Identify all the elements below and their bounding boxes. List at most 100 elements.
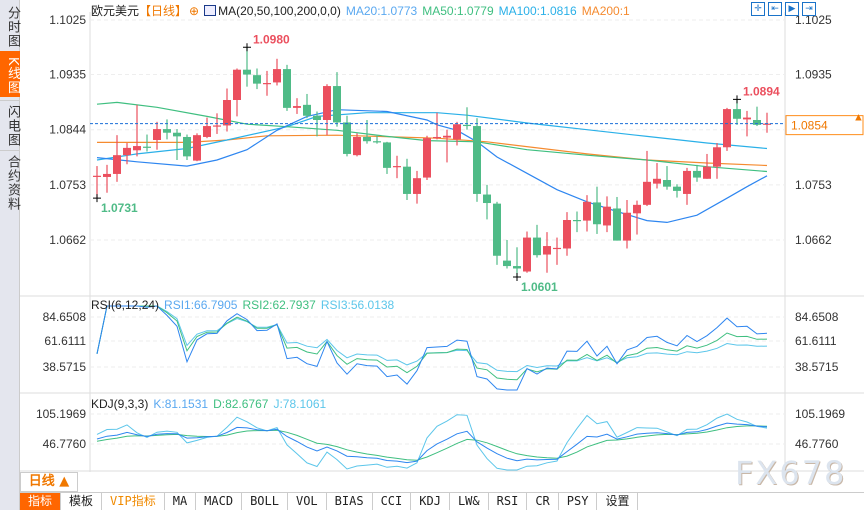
- candle-down: [313, 115, 321, 120]
- tab-6[interactable]: VOL: [288, 493, 327, 510]
- candle-down: [163, 129, 171, 133]
- candle-up: [123, 147, 131, 156]
- candle-down: [473, 126, 481, 194]
- tab-4[interactable]: MACD: [196, 493, 243, 510]
- candle-down: [733, 109, 741, 119]
- candle-down: [363, 136, 371, 142]
- sidebar-tab-contract-info[interactable]: 合约资料: [0, 150, 20, 212]
- current-price-box: [785, 115, 864, 136]
- candle-up: [453, 124, 461, 140]
- goto-end-icon[interactable]: ⇥: [802, 2, 816, 16]
- candle-up: [653, 178, 661, 184]
- indicator-icon[interactable]: [204, 5, 217, 16]
- rsi1-value: RSI1:66.7905: [164, 298, 238, 312]
- extreme-marker: [93, 194, 101, 203]
- kdj-tick-right: 105.1969: [795, 407, 845, 421]
- candle-down: [373, 141, 381, 143]
- rsi2-value: RSI2:62.7937: [242, 298, 316, 312]
- kdj-d-value: D:82.6767: [213, 397, 269, 411]
- candle-up: [113, 155, 121, 174]
- candle-up: [743, 117, 751, 120]
- candle-down: [663, 180, 671, 187]
- tab-8[interactable]: CCI: [373, 493, 412, 510]
- candle-down: [243, 69, 251, 75]
- kdj-tick-left: 105.1969: [36, 407, 86, 421]
- kdj-legend: KDJ(9,3,3) K:81.1531 D:82.6767 J:78.1061: [91, 397, 331, 411]
- candle-down: [183, 136, 191, 157]
- current-price-arrow-icon: ▲: [853, 112, 864, 124]
- ma50-value: MA50:1.0779: [422, 4, 494, 18]
- candle-down: [403, 166, 411, 194]
- rsi-tick-left: 38.5715: [43, 360, 87, 374]
- kdj-tick-right: 46.7760: [795, 437, 839, 451]
- candle-down: [283, 69, 291, 108]
- price-tick-right: 1.1025: [795, 13, 832, 27]
- candle-down: [753, 120, 761, 125]
- extreme-marker: [243, 43, 251, 52]
- tab-13[interactable]: PSY: [559, 493, 598, 510]
- candle-up: [273, 69, 281, 83]
- tab-14[interactable]: 设置: [597, 493, 639, 510]
- fit-left-icon[interactable]: ⇤: [768, 2, 782, 16]
- candle-up: [553, 247, 561, 250]
- extreme-marker: [513, 272, 521, 281]
- candle-up: [583, 201, 591, 221]
- candle-up: [423, 138, 431, 178]
- fit-right-icon[interactable]: ▶: [785, 2, 799, 16]
- candle-down: [253, 75, 261, 84]
- price-tick-left: 1.0844: [49, 123, 86, 137]
- tab-2[interactable]: VIP指标: [102, 493, 165, 510]
- tab-12[interactable]: CR: [527, 493, 559, 510]
- add-icon[interactable]: ⊕: [189, 4, 200, 18]
- candle-up: [213, 125, 221, 127]
- crosshair-icon[interactable]: ✛: [751, 2, 765, 16]
- ma100-value: MA100:1.0816: [498, 4, 577, 18]
- candle-up: [323, 86, 331, 120]
- sidebar-tab-flash[interactable]: 闪电图: [0, 100, 20, 148]
- candle-up: [133, 146, 141, 151]
- chart-toolbar: ✛ ⇤ ▶ ⇥: [751, 2, 816, 16]
- rsi1-line: [96, 305, 768, 391]
- tab-1[interactable]: 模板: [61, 493, 103, 510]
- tab-9[interactable]: KDJ: [411, 493, 450, 510]
- symbol-name: 欧元美元: [91, 4, 140, 18]
- tab-7[interactable]: BIAS: [327, 493, 373, 510]
- candle-up: [723, 109, 731, 148]
- tab-11[interactable]: RSI: [489, 493, 528, 510]
- current-price-label: 1.0854: [791, 119, 828, 133]
- candle-down: [693, 170, 701, 178]
- candle-up: [413, 178, 421, 194]
- kdj-tick-left: 46.7760: [43, 437, 87, 451]
- rsi-legend: RSI(6,12,24) RSI1:66.7905 RSI2:62.7937 RSI3…: [91, 298, 399, 312]
- ma20-line: [96, 109, 768, 224]
- ma20-value: MA20:1.0773: [345, 4, 418, 18]
- tab-10[interactable]: LW&: [450, 493, 489, 510]
- candle-up: [443, 135, 451, 138]
- tab-5[interactable]: BOLL: [242, 493, 288, 510]
- candle-down: [673, 186, 681, 191]
- candle-up: [523, 237, 531, 272]
- kdj-j-value: J:78.1061: [273, 397, 327, 411]
- tab-3[interactable]: MA: [165, 493, 197, 510]
- candle-up: [563, 220, 571, 249]
- sidebar: 分时图 K线图 闪电图 合约资料: [0, 0, 20, 510]
- kline-chart[interactable]: 1.1025 1.1025 1.0935 1.0935 1.0844 1.0753 1.07…: [20, 0, 864, 472]
- candle-down: [343, 122, 351, 154]
- ma50-line: [96, 101, 768, 173]
- sidebar-tab-timeshare[interactable]: 分时图: [5, 5, 20, 48]
- tab-0[interactable]: 指标: [20, 493, 62, 510]
- candle-down: [463, 124, 471, 127]
- kdj-k-value: K:81.1531: [153, 397, 209, 411]
- period-tag: 【日线】: [139, 4, 188, 18]
- sidebar-tab-kline[interactable]: K线图: [0, 51, 20, 97]
- candle-down: [533, 237, 541, 256]
- kdj-d-line: [96, 425, 768, 461]
- extreme-label: 1.0980: [253, 32, 290, 46]
- chart-area[interactable]: 1.1025 1.1025 1.0935 1.0935 1.0844 1.0753 1.07…: [20, 0, 864, 472]
- candle-down: [573, 220, 581, 222]
- rsi-tick-right: 61.6111: [795, 334, 837, 348]
- kdj-j-line: [96, 413, 768, 471]
- rsi-tick-left: 84.6508: [43, 310, 87, 324]
- period-selector[interactable]: 日线 ▲: [20, 472, 78, 492]
- candle-up: [433, 136, 441, 139]
